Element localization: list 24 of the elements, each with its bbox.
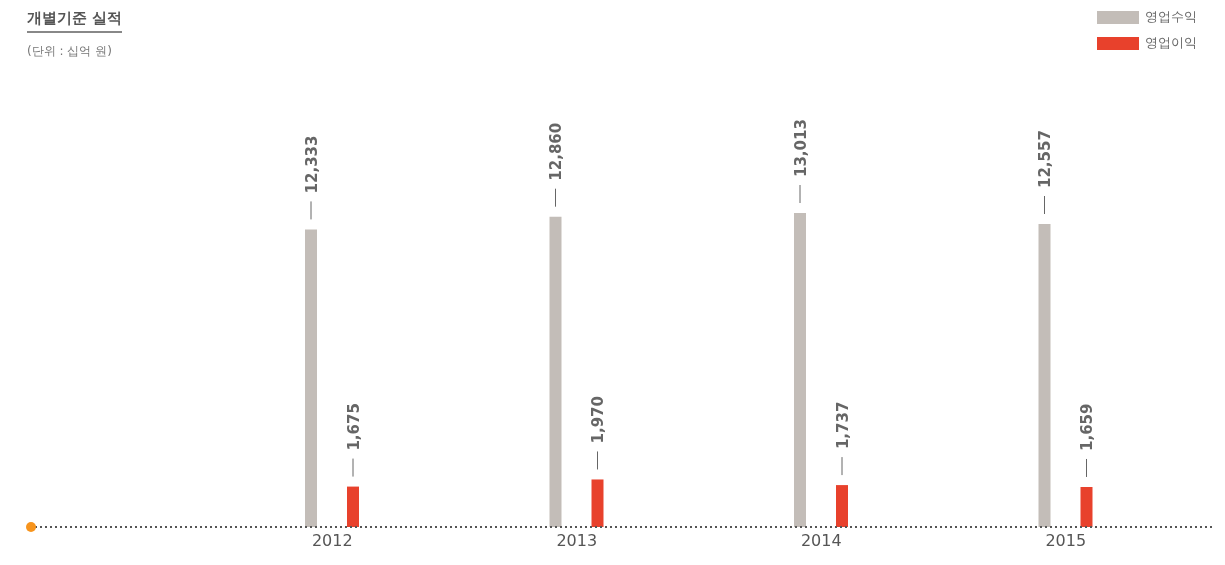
bar: [591, 479, 604, 527]
x-tick-label: 2013: [556, 531, 598, 551]
x-tick-label: 2012: [311, 531, 353, 551]
chart-subtitle: (단위 : 십억 원): [27, 43, 113, 60]
bar: [347, 486, 359, 527]
data-label: 12,860: [547, 122, 566, 181]
data-label: 12,333: [303, 135, 321, 194]
bar: [836, 485, 848, 527]
x-tick-label: 2014: [800, 531, 842, 551]
legend-label: 영업이익: [1145, 34, 1197, 52]
data-label: 13,013: [792, 119, 810, 177]
bar: [1080, 486, 1093, 527]
legend-label: 영업수익: [1145, 8, 1197, 26]
data-label: 1,970: [589, 396, 608, 444]
data-label: 12,557: [1036, 130, 1055, 188]
x-tick-label: 2015: [1045, 531, 1087, 551]
chart-title: 개별기준 실적: [27, 9, 123, 33]
data-label: 1,737: [834, 401, 852, 450]
bar: [794, 213, 806, 527]
data-label: 1,659: [1078, 403, 1097, 451]
data-label: 1,675: [345, 403, 363, 451]
bar: [549, 216, 562, 527]
bar: [1038, 224, 1051, 527]
bar: [305, 229, 317, 527]
